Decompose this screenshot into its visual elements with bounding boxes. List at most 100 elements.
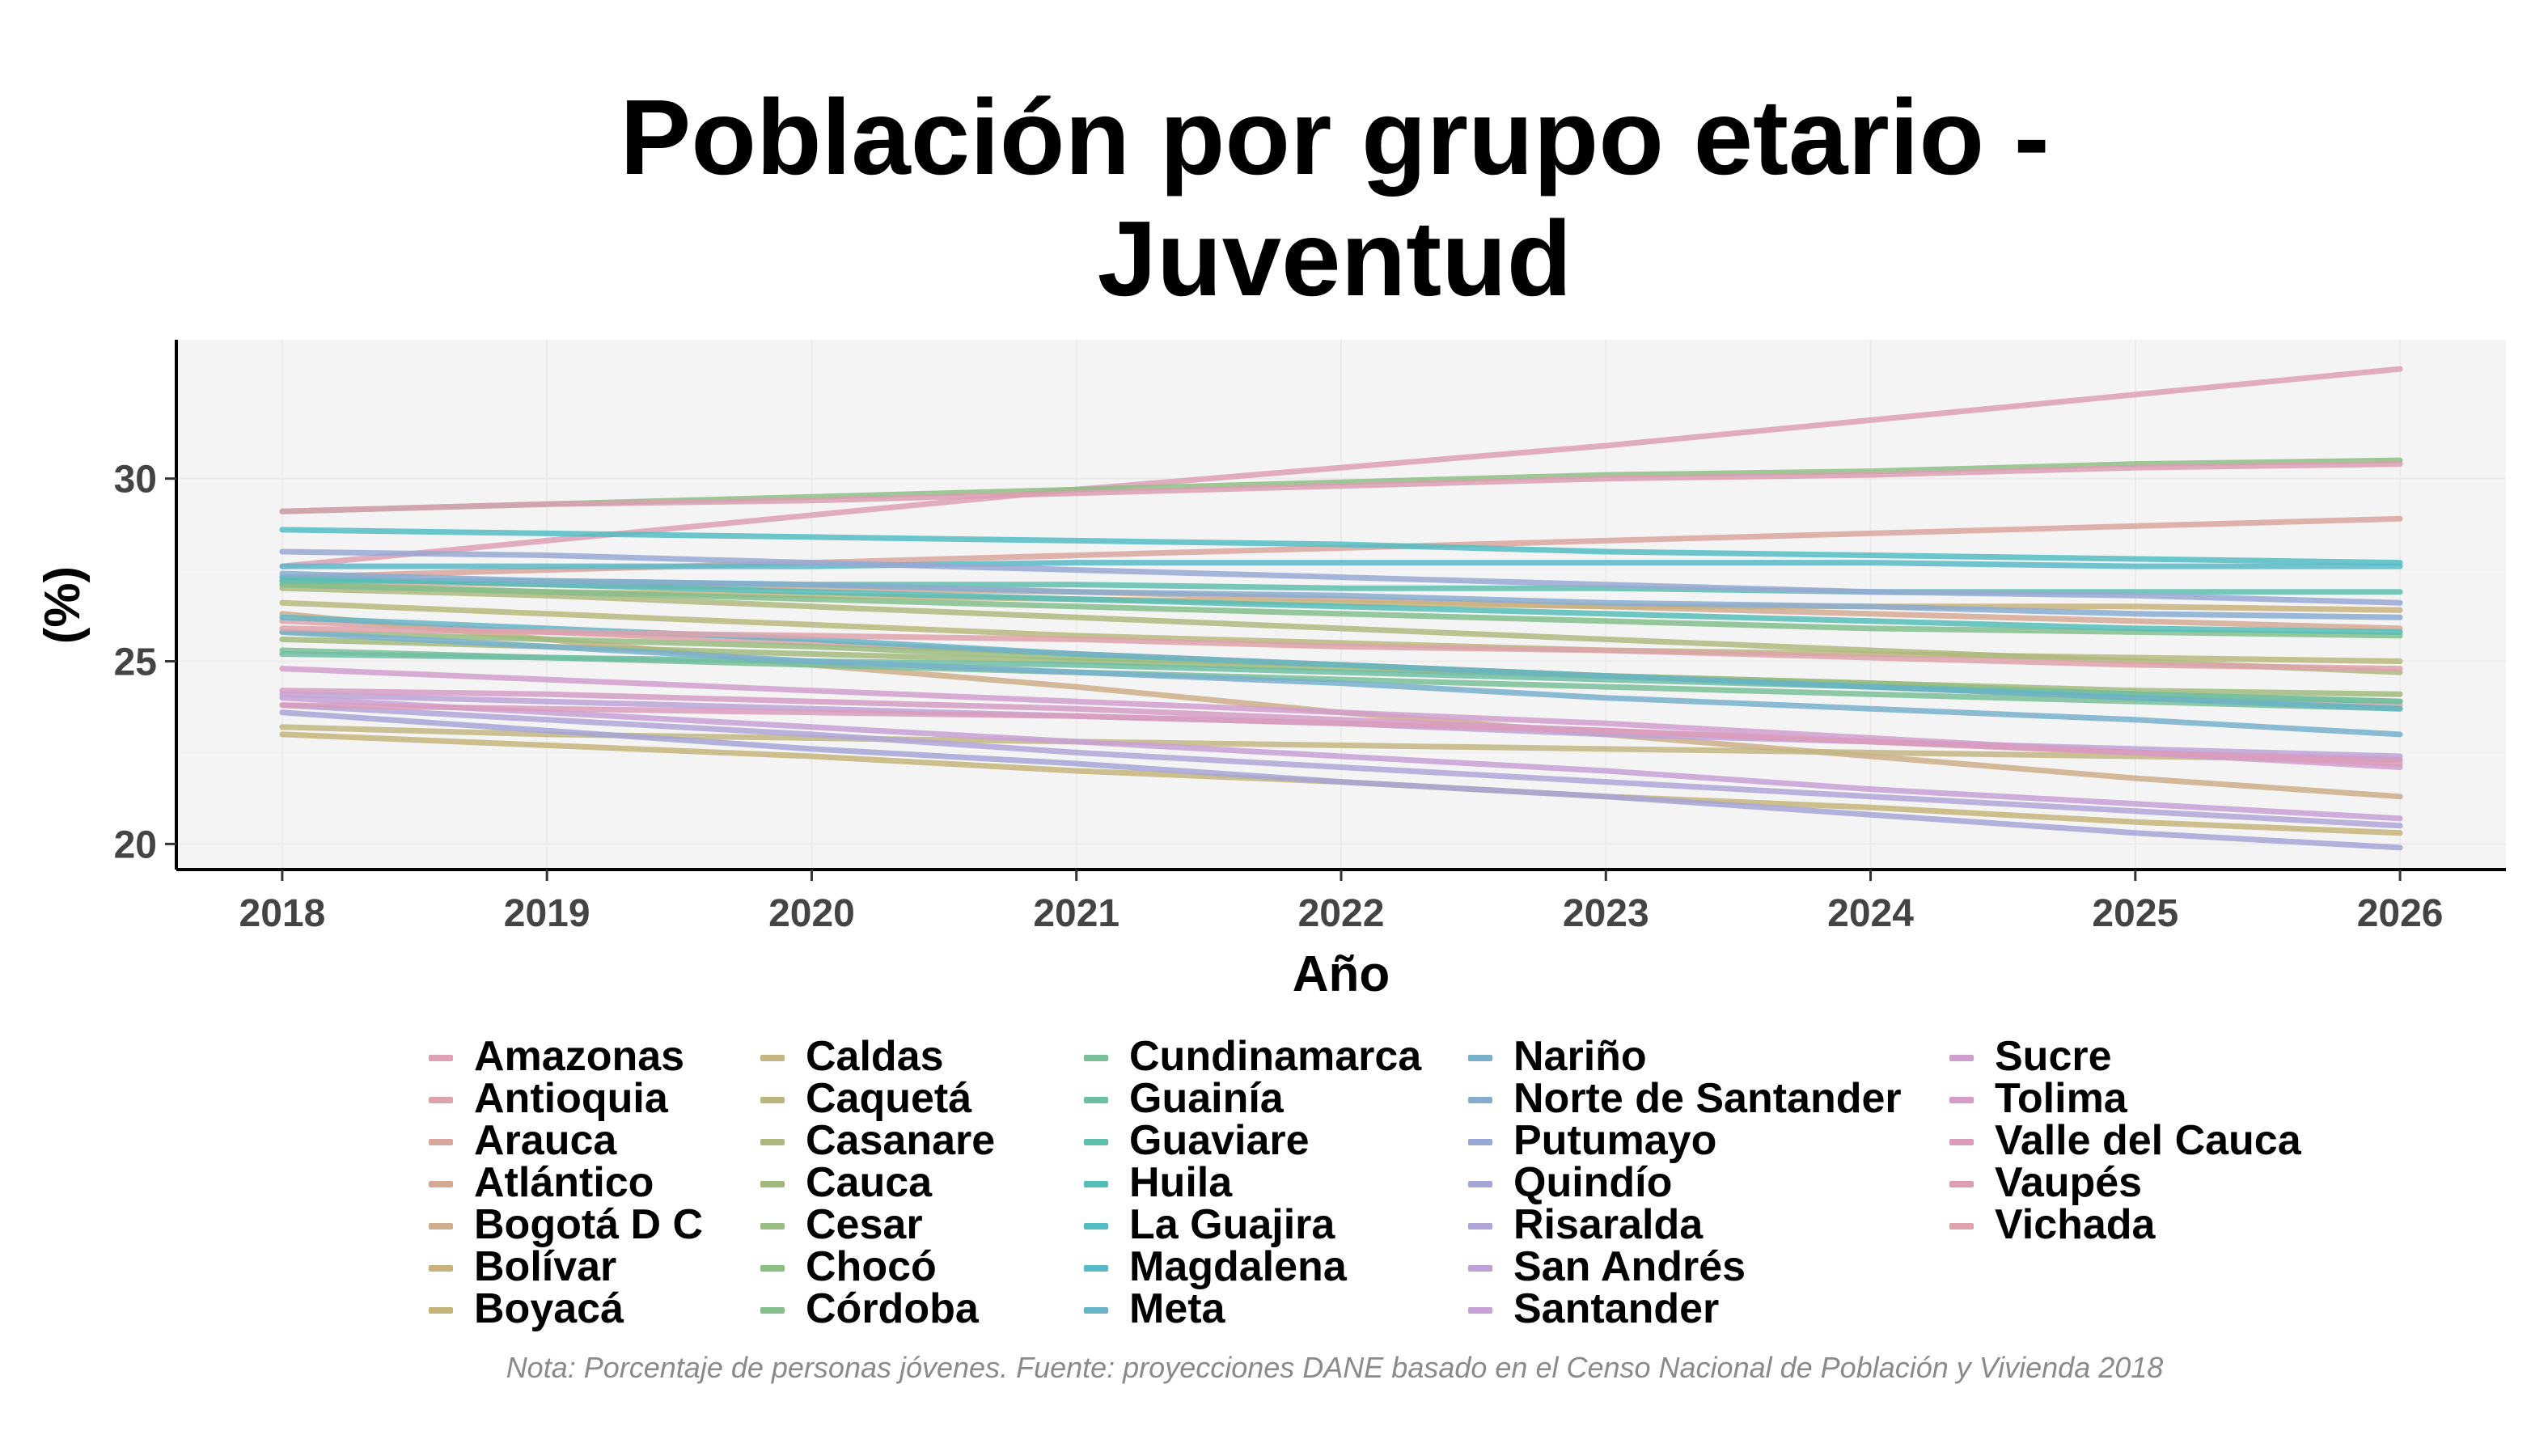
legend-key — [429, 1307, 453, 1314]
series-line — [279, 548, 2403, 606]
legend-key — [429, 1139, 453, 1145]
x-tick-label: 2025 — [2092, 892, 2178, 935]
y-tick-label: 30 — [114, 459, 157, 502]
chart-title-line-2: Juventud — [1097, 199, 1572, 318]
legend-key — [429, 1181, 453, 1187]
legend-label: La Guajira — [1129, 1201, 1335, 1248]
legend-key — [1949, 1055, 1974, 1061]
legend-key — [1084, 1181, 1108, 1187]
series-line — [279, 629, 2403, 738]
legend-key — [760, 1055, 785, 1061]
legend-key — [1468, 1139, 1492, 1145]
legend-label: Tolima — [1995, 1075, 2127, 1122]
x-tick-label: 2024 — [1827, 892, 1914, 935]
legend-label: Valle del Cauca — [1995, 1117, 2301, 1164]
legend-label: Vaupés — [1995, 1159, 2143, 1206]
legend-label: Antioquia — [474, 1075, 668, 1122]
series-line — [279, 527, 2403, 566]
legend-label: Amazonas — [474, 1033, 685, 1080]
legend-key — [760, 1097, 785, 1103]
chart-note: Nota: Porcentaje de personas jóvenes. Fu… — [506, 1351, 2164, 1384]
legend-label: San Andrés — [1513, 1243, 1746, 1290]
legend-key — [760, 1181, 785, 1187]
series-line — [279, 574, 2403, 635]
x-tick-label: 2019 — [504, 892, 590, 935]
legend-label: Santander — [1513, 1285, 1720, 1332]
legend-label: Atlántico — [474, 1159, 654, 1206]
legend-label: Vichada — [1995, 1201, 2156, 1248]
series-line — [279, 702, 2403, 829]
legend-key — [1949, 1097, 1974, 1103]
legend-key — [760, 1265, 785, 1272]
legend-label: Guaviare — [1129, 1117, 1310, 1164]
legend-label: Huila — [1129, 1159, 1233, 1206]
legend-key — [1084, 1139, 1108, 1145]
chart-title: Población por grupo etario - Juventud — [0, 77, 2548, 320]
legend-label: Arauca — [474, 1117, 617, 1164]
legend-label: Cauca — [806, 1159, 933, 1206]
series-line — [279, 625, 2403, 672]
legend-label: Bolívar — [474, 1243, 617, 1290]
series-line — [279, 702, 2403, 767]
legend-label: Chocó — [806, 1243, 937, 1290]
legend-key — [1468, 1265, 1492, 1272]
legend-label: Meta — [1129, 1285, 1225, 1332]
legend-key — [1949, 1223, 1974, 1230]
legend-label: Magdalena — [1129, 1243, 1347, 1290]
x-tick-label: 2021 — [1033, 892, 1120, 935]
legend-label: Bogotá D C — [474, 1201, 704, 1248]
legend-key — [1949, 1139, 1974, 1145]
legend-label: Boyacá — [474, 1285, 624, 1332]
legend-label: Guainía — [1129, 1075, 1284, 1122]
legend-key — [1468, 1097, 1492, 1103]
chart-title-line-1: Población por grupo etario - — [620, 78, 2050, 197]
legend-key — [429, 1265, 453, 1272]
series-line — [279, 585, 2403, 675]
x-tick-label: 2020 — [768, 892, 855, 935]
legend-label: Caldas — [806, 1033, 944, 1080]
series-line — [279, 709, 2403, 851]
legend-label: Norte de Santander — [1513, 1075, 1902, 1122]
legend-key — [1084, 1055, 1108, 1061]
series-line — [279, 560, 2403, 569]
x-tick-label: 2022 — [1298, 892, 1385, 935]
legend-key — [760, 1223, 785, 1230]
legend-label: Putumayo — [1513, 1117, 1717, 1164]
legend-key — [760, 1139, 785, 1145]
legend-label: Cesar — [806, 1201, 923, 1248]
series-line — [279, 582, 2403, 639]
legend-key — [1084, 1097, 1108, 1103]
legend-key — [1949, 1181, 1974, 1187]
legend-label: Quindío — [1513, 1159, 1673, 1206]
x-tick-label: 2023 — [1563, 892, 1649, 935]
legend-label: Caquetá — [806, 1075, 972, 1122]
y-axis-title: (%) — [35, 566, 91, 644]
y-tick-label: 20 — [114, 823, 157, 866]
legend-label: Nariño — [1513, 1033, 1647, 1080]
legend-key — [1084, 1307, 1108, 1314]
x-tick-label: 2026 — [2357, 892, 2444, 935]
x-tick-label: 2018 — [239, 892, 326, 935]
legend-key — [429, 1097, 453, 1103]
legend-label: Casanare — [806, 1117, 996, 1164]
legend-key — [1468, 1307, 1492, 1314]
series-line — [279, 570, 2403, 620]
series-line — [279, 461, 2403, 514]
legend-key — [1468, 1181, 1492, 1187]
x-axis-title: Año — [1293, 946, 1390, 1002]
legend-key — [760, 1307, 785, 1314]
legend-key — [429, 1055, 453, 1061]
legend-label: Córdoba — [806, 1285, 979, 1332]
legend: Amazonas Antioquia Arauca Atlántico Bogotá D… — [429, 1035, 2532, 1343]
legend-label: Cundinamarca — [1129, 1033, 1422, 1080]
axis-ticks: 2018 2019 2020 2021 2022 2023 2024 2025 20262025… — [114, 459, 2444, 935]
legend-label: Sucre — [1995, 1033, 2112, 1080]
legend-key — [429, 1223, 453, 1230]
legend-key — [1084, 1265, 1108, 1272]
legend-key — [1468, 1223, 1492, 1230]
y-tick-label: 25 — [114, 641, 157, 684]
legend-key — [1084, 1223, 1108, 1230]
legend-label: Risaralda — [1513, 1201, 1704, 1248]
series-lines — [279, 366, 2403, 851]
